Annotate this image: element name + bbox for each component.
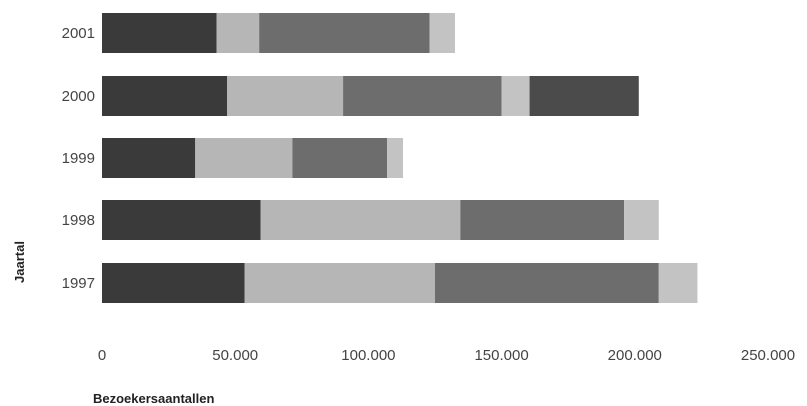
bar-segment-1998-2	[260, 200, 461, 240]
bar-segment-1998-1	[102, 200, 261, 240]
x-tick-labels: 0 50.000 100.000 150.000 200.000 250.000	[98, 347, 795, 364]
bar-segment-1997-3	[435, 263, 659, 303]
bar-segment-1998-3	[460, 200, 625, 240]
x-tick-label-150000: 150.000	[474, 347, 528, 364]
x-tick-label-250000: 250.000	[741, 347, 795, 364]
bar-segment-2000-4	[501, 76, 530, 116]
bar-segment-2000-1	[102, 76, 228, 116]
y-tick-label-1998: 1998	[62, 212, 95, 229]
x-tick-label-200000: 200.000	[608, 347, 662, 364]
bar-segment-2000-2	[227, 76, 344, 116]
y-tick-label-1997: 1997	[62, 275, 95, 292]
bar-segment-2000-5	[529, 76, 639, 116]
bar-segment-1999-1	[102, 138, 196, 178]
bar-segment-1997-4	[658, 263, 698, 303]
y-tick-label-2001: 2001	[62, 25, 95, 42]
bar-segment-2001-2	[216, 13, 260, 53]
bars	[102, 13, 698, 303]
bar-segment-1997-1	[102, 263, 245, 303]
bar-segment-1998-4	[624, 200, 659, 240]
bar-segment-2001-1	[102, 13, 217, 53]
y-tick-label-1999: 1999	[62, 150, 95, 167]
bar-segment-1999-2	[195, 138, 293, 178]
bar-segment-2000-3	[343, 76, 502, 116]
bar-segment-1999-4	[387, 138, 404, 178]
y-tick-labels: 2001 2000 1999 1998 1997	[62, 25, 95, 292]
x-tick-label-50000: 50.000	[212, 347, 258, 364]
y-tick-label-2000: 2000	[62, 88, 95, 105]
x-axis-title: Bezoekersaantallen	[93, 391, 214, 406]
y-axis-title: Jaartal	[12, 241, 27, 283]
bar-segment-1999-3	[292, 138, 388, 178]
bar-segment-2001-4	[429, 13, 455, 53]
bar-segment-2001-3	[259, 13, 430, 53]
x-tick-label-100000: 100.000	[341, 347, 395, 364]
bar-segment-1997-2	[244, 263, 435, 303]
x-tick-label-0: 0	[98, 347, 106, 364]
